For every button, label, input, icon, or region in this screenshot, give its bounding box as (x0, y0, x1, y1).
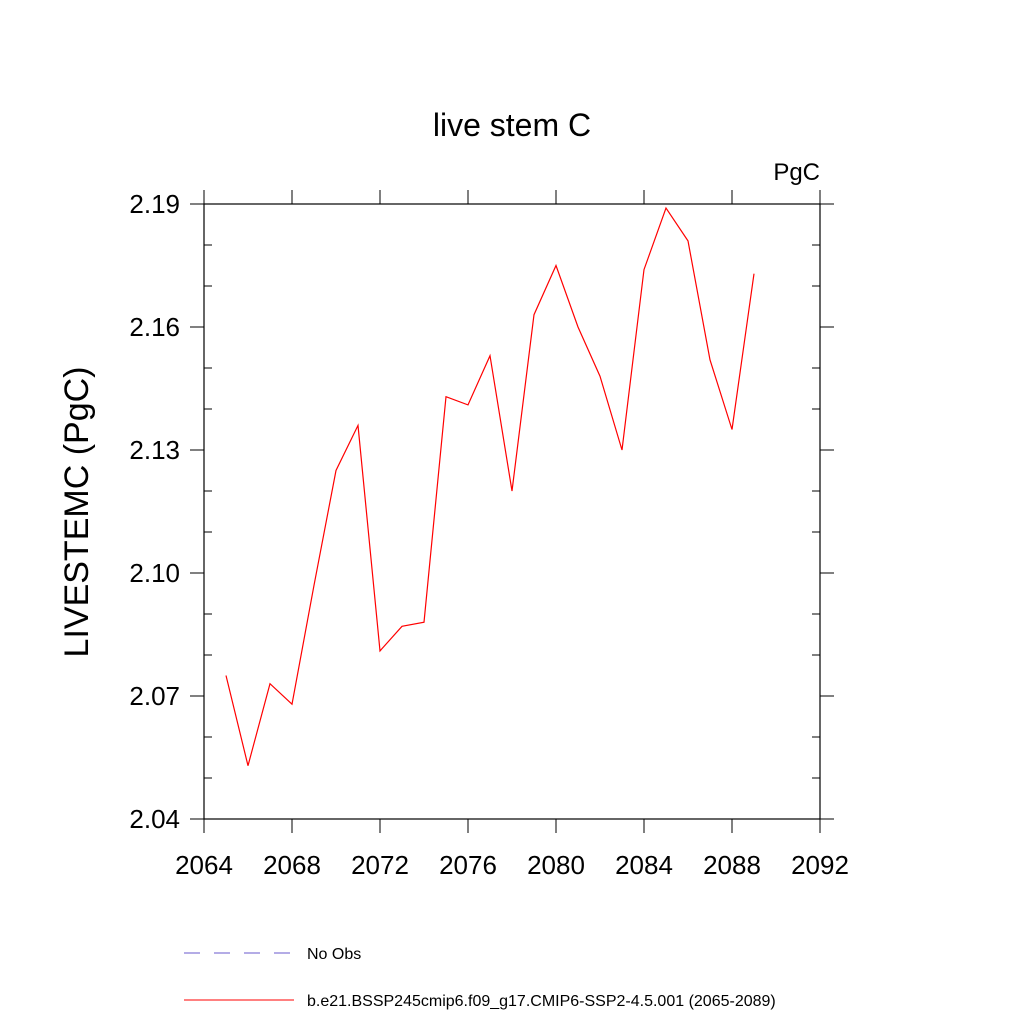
chart-title: live stem C (433, 107, 591, 143)
x-tick-label: 2068 (263, 850, 321, 880)
y-tick-label: 2.16 (129, 312, 180, 342)
x-tick-label: 2088 (703, 850, 761, 880)
y-tick-label: 2.13 (129, 435, 180, 465)
series-line (225, 206, 755, 766)
legend-label-model: b.e21.BSSP245cmip6.f09_g17.CMIP6-SSP2-4.… (307, 993, 776, 1010)
y-tick-label: 2.19 (129, 189, 180, 219)
y-tick-labels: 2.04 2.07 2.10 2.13 2.16 2.19 (129, 189, 180, 834)
x-tick-label: 2084 (615, 850, 673, 880)
x-tick-label: 2072 (351, 850, 409, 880)
legend-label-no-obs: No Obs (307, 946, 361, 963)
y-tick-label: 2.07 (129, 681, 180, 711)
y-axis-label: LIVESTEMC (PgC) (58, 367, 96, 658)
series-layer (225, 206, 755, 766)
legend: No Obs b.e21.BSSP245cmip6.f09_g17.CMIP6-… (184, 946, 776, 1010)
plot-frame (203, 203, 821, 820)
x-tick-label: 2064 (175, 850, 233, 880)
x-tick-labels: 2064 2068 2072 2076 2080 2084 2088 2092 (175, 850, 849, 880)
y-tick-label: 2.10 (129, 558, 180, 588)
x-tick-label: 2076 (439, 850, 497, 880)
tick-marks (190, 190, 834, 833)
x-tick-label: 2092 (791, 850, 849, 880)
units-label: PgC (773, 159, 820, 186)
y-tick-label: 2.04 (129, 804, 180, 834)
x-tick-label: 2080 (527, 850, 585, 880)
